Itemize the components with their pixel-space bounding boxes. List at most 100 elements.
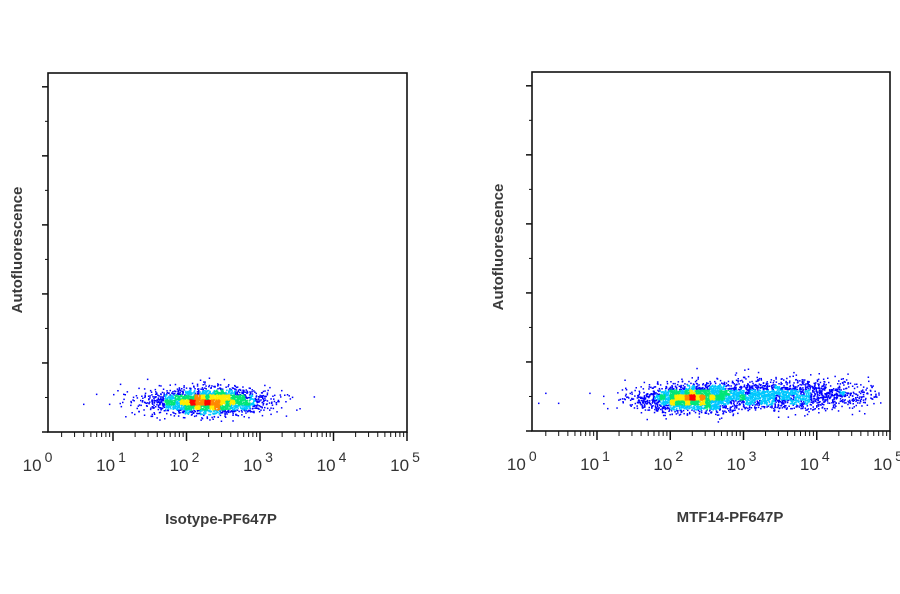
data-point — [664, 408, 667, 411]
data-point — [710, 407, 713, 409]
data-point — [701, 404, 704, 407]
data-point — [144, 396, 146, 399]
data-point — [177, 405, 179, 407]
data-point — [861, 391, 863, 393]
data-point — [232, 403, 234, 406]
data-point — [774, 392, 776, 394]
data-point — [179, 403, 182, 405]
data-point — [209, 395, 212, 398]
data-point — [219, 394, 222, 397]
data-point — [775, 378, 777, 380]
data-point — [826, 400, 829, 402]
data-point — [814, 393, 817, 395]
data-point — [253, 401, 255, 403]
data-point — [211, 393, 213, 396]
data-point — [138, 404, 141, 406]
data-point — [205, 400, 208, 403]
data-point — [778, 389, 780, 391]
data-point — [748, 395, 751, 397]
data-point — [169, 403, 171, 406]
data-point — [258, 405, 260, 407]
data-point — [719, 418, 721, 420]
data-point — [236, 405, 238, 407]
data-point — [664, 401, 666, 404]
data-point — [219, 409, 221, 412]
data-point — [818, 408, 820, 410]
data-point — [707, 385, 709, 387]
data-point — [232, 394, 235, 396]
data-point — [766, 383, 769, 385]
data-point — [648, 396, 650, 399]
data-point — [824, 389, 826, 391]
data-point — [168, 392, 170, 394]
data-point — [771, 385, 773, 387]
data-point — [830, 390, 833, 392]
data-point — [219, 396, 221, 399]
data-point — [727, 380, 730, 383]
data-point — [229, 401, 232, 404]
data-point — [769, 403, 772, 406]
data-point — [755, 380, 757, 383]
data-point — [748, 394, 750, 397]
data-point — [227, 410, 230, 413]
data-point — [729, 401, 731, 403]
data-point — [781, 389, 783, 392]
data-point — [674, 406, 676, 408]
data-point — [825, 383, 827, 386]
data-point — [803, 403, 805, 405]
data-point — [159, 407, 161, 409]
data-point — [174, 394, 177, 397]
data-point — [231, 411, 234, 413]
data-point — [185, 406, 188, 408]
data-point — [787, 399, 789, 402]
data-point — [172, 391, 174, 393]
data-point — [734, 409, 736, 411]
data-point — [175, 405, 178, 408]
data-point — [680, 388, 683, 391]
data-point — [788, 387, 790, 390]
data-points — [83, 377, 316, 422]
data-point — [862, 401, 865, 404]
data-point — [242, 389, 244, 391]
data-point — [218, 394, 221, 397]
data-point — [168, 395, 170, 398]
data-point — [192, 395, 194, 398]
data-point — [215, 397, 217, 399]
data-point — [849, 399, 851, 402]
data-point — [805, 399, 808, 402]
data-point — [236, 399, 238, 402]
data-point — [175, 395, 178, 397]
data-point — [723, 382, 725, 385]
data-point — [753, 399, 756, 402]
data-point — [235, 406, 237, 408]
data-point — [716, 414, 719, 416]
data-point — [603, 395, 605, 398]
data-point — [742, 391, 744, 394]
data-point — [173, 397, 176, 400]
data-point — [868, 380, 870, 383]
x-tick-label: 10 2 — [170, 449, 200, 475]
data-point — [859, 400, 862, 403]
data-point — [818, 392, 821, 395]
data-point — [170, 401, 172, 403]
data-point — [680, 407, 683, 409]
data-point — [702, 386, 704, 389]
data-point — [271, 404, 274, 406]
data-point — [235, 407, 237, 409]
data-point — [240, 409, 243, 412]
data-point — [832, 389, 834, 392]
data-point — [162, 388, 165, 390]
x-tick-label: 10 4 — [317, 449, 347, 475]
data-point — [190, 392, 192, 394]
data-point — [242, 397, 244, 399]
data-point — [173, 407, 175, 410]
data-point — [847, 403, 849, 406]
data-point — [202, 408, 204, 410]
data-point — [151, 400, 154, 402]
data-point — [640, 404, 642, 406]
data-point — [782, 406, 785, 408]
data-point — [167, 405, 169, 407]
data-point — [189, 393, 191, 396]
x-axis-title: Isotype-PF647P — [165, 511, 277, 528]
data-point — [196, 394, 198, 396]
